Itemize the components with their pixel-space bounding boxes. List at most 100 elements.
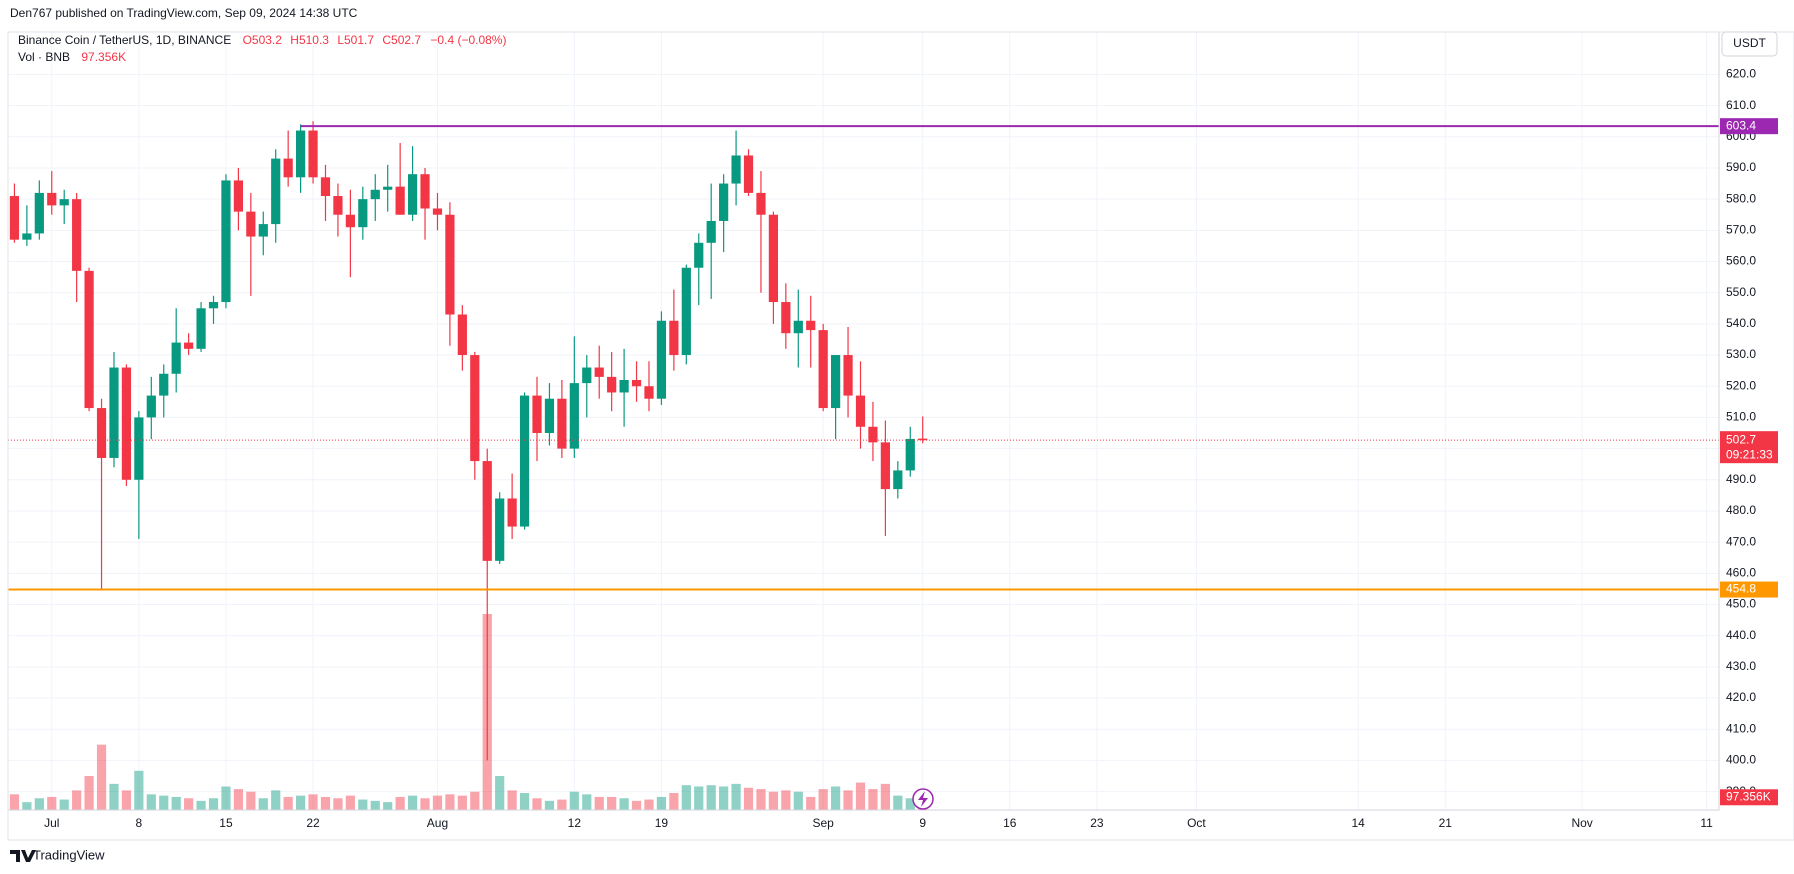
volume-bar	[208, 798, 219, 810]
volume-bar	[532, 798, 542, 810]
candle-body	[495, 498, 505, 561]
volume-bar	[855, 782, 866, 810]
candle-body	[644, 386, 654, 399]
y-tick-label: 400.0	[1726, 753, 1756, 767]
volume-bar	[843, 790, 853, 810]
volume-bar	[146, 794, 156, 810]
publisher: Den767 published on TradingView.com, Sep…	[10, 6, 358, 20]
candle-body	[507, 498, 517, 527]
candle-body	[743, 155, 754, 193]
y-tick-label: 520.0	[1726, 378, 1756, 392]
countdown: 09:21:33	[1726, 447, 1773, 461]
candle-body	[271, 158, 281, 225]
x-tick-label: Jul	[44, 816, 59, 830]
volume-bar	[806, 796, 816, 810]
y-tick-label: 460.0	[1726, 565, 1756, 579]
currency-button[interactable]	[1721, 31, 1778, 57]
candle-body	[370, 189, 380, 200]
volume-bar	[395, 796, 405, 810]
volume-bar	[296, 795, 306, 810]
candle-body	[47, 192, 57, 206]
candle-body	[358, 199, 368, 228]
candle-body	[345, 214, 355, 228]
candle-body	[258, 224, 268, 237]
candle-body	[893, 470, 903, 490]
x-tick-label: 19	[655, 816, 669, 830]
x-tick-label: Aug	[427, 816, 448, 830]
candle-body	[333, 196, 343, 215]
currency-label[interactable]: USDT	[1733, 36, 1766, 50]
volume-bar	[283, 796, 293, 810]
volume-bar	[768, 791, 779, 810]
volume-bar	[818, 789, 828, 810]
x-tick-label: 23	[1090, 816, 1104, 830]
candle-body	[221, 180, 231, 303]
change: −0.4 (−0.08%)	[430, 33, 506, 47]
candle-body	[320, 177, 331, 197]
volume-bar	[544, 800, 555, 810]
y-tick-label: 430.0	[1726, 659, 1756, 673]
volume-bar	[868, 789, 878, 810]
x-tick-label: 11	[1700, 816, 1713, 830]
volume-bar	[221, 786, 231, 810]
volume-bar	[407, 795, 418, 810]
candle-body	[631, 379, 642, 387]
x-tick-label: 14	[1352, 816, 1366, 830]
candle-body	[59, 199, 69, 206]
x-tick-label: 15	[219, 816, 233, 830]
volume-bar	[171, 796, 181, 810]
volume-bar	[669, 793, 679, 810]
candle-body	[296, 130, 306, 178]
frame	[7, 31, 1794, 841]
volume-bar	[22, 802, 32, 810]
volume-title: Vol · BNB	[18, 50, 70, 64]
level-label-box	[1720, 118, 1778, 135]
volume-bar	[893, 795, 903, 810]
volume-bar	[743, 787, 754, 810]
candle-body	[781, 302, 791, 334]
candle-body	[109, 367, 119, 458]
candle-body	[146, 395, 156, 418]
volume-bar	[358, 799, 368, 810]
brand[interactable]: TradingView	[33, 847, 105, 862]
level-label: 603.4	[1726, 118, 1756, 132]
candle-body	[905, 438, 915, 471]
y-tick-label: 410.0	[1726, 721, 1756, 735]
volume-bar	[72, 790, 82, 810]
volume-bar	[445, 794, 455, 810]
brand-logo[interactable]	[10, 850, 36, 862]
volume-value: 97.356K	[81, 50, 126, 64]
candle-body	[34, 192, 44, 234]
candle-body	[171, 342, 181, 374]
volume-bar	[184, 798, 194, 810]
candle-body	[519, 395, 530, 527]
volume-bar	[495, 776, 505, 810]
candle-body	[445, 214, 455, 315]
x-tick-label: 9	[919, 816, 926, 830]
candle-body	[544, 398, 555, 434]
volume-bar	[233, 789, 244, 810]
candle-body	[395, 186, 405, 215]
volume-bar	[420, 798, 430, 810]
volume-bar	[59, 799, 69, 810]
candle-body	[669, 320, 679, 356]
legend: Binance Coin / TetherUS, 1D, BINANCE O50…	[18, 33, 506, 47]
candle-body	[656, 320, 667, 399]
candle-body	[607, 376, 617, 393]
volume-bar	[271, 790, 281, 810]
x-tick-label: Nov	[1571, 816, 1592, 830]
y-tick-label: 530.0	[1726, 347, 1756, 361]
volume-bar	[569, 791, 579, 810]
candle-body	[569, 383, 579, 449]
x-tick-label: 12	[568, 816, 582, 830]
volume-bar	[905, 798, 915, 810]
volume-bar	[196, 800, 206, 810]
volume-bar	[84, 776, 94, 810]
y-tick-label: 620.0	[1726, 67, 1756, 81]
candle-body	[308, 130, 318, 178]
volume-bar	[880, 783, 890, 810]
candle-body	[719, 183, 729, 221]
ohlc-open: O503.2	[243, 33, 283, 47]
y-tick-label: 470.0	[1726, 534, 1756, 548]
lightning-icon[interactable]	[912, 788, 934, 810]
